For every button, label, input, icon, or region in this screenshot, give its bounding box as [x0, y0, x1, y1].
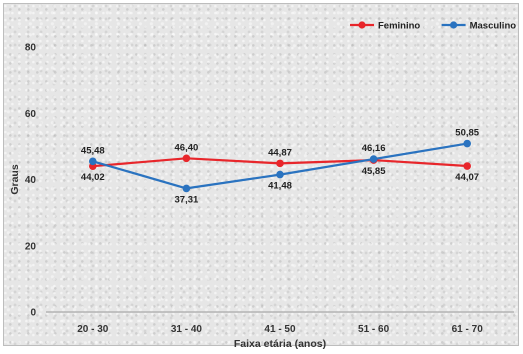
data-label-feminino: 44,87: [268, 147, 292, 158]
legend-marker-feminino: [358, 21, 366, 29]
y-tick-label: 20: [25, 241, 37, 252]
x-axis-ticks: 20 - 30 31 - 40 41 - 50 51 - 60 61 - 70: [77, 324, 483, 335]
data-label-feminino: 45,85: [362, 166, 386, 177]
data-label-feminino: 46,40: [175, 142, 199, 153]
data-label-feminino: 44,07: [455, 172, 479, 183]
x-tick-label: 41 - 50: [264, 324, 296, 335]
y-tick-label: 0: [30, 308, 36, 319]
data-point-masculino: [463, 139, 472, 148]
data-point-feminino: [463, 162, 472, 170]
data-label-masculino: 37,31: [175, 194, 199, 205]
legend: Feminino Masculino: [350, 21, 516, 32]
y-tick-label: 80: [25, 43, 37, 54]
y-tick-label: 40: [25, 175, 37, 186]
legend-label-feminino: Feminino: [378, 21, 420, 32]
chart-area: 0 20 40 60 80 20 - 30 31 - 40 41 - 50 51 - 60 61…: [3, 3, 519, 350]
y-tick-label: 60: [25, 109, 37, 120]
y-axis-ticks: 0 20 40 60 80: [25, 43, 37, 319]
data-point-masculino: [369, 155, 378, 163]
y-axis-title: Graus: [9, 164, 21, 195]
data-labels: 44,02 45,48 46,40 37,31 44,87 41,48 45,85 46,16…: [81, 128, 480, 206]
data-label-masculino: 45,48: [81, 145, 105, 156]
data-label-masculino: 50,85: [455, 128, 479, 139]
data-point-masculino: [276, 170, 284, 179]
x-tick-label: 51 - 60: [358, 324, 390, 335]
x-axis-title: Faixa etária (anos): [234, 338, 326, 350]
legend-marker-masculino: [450, 21, 458, 29]
legend-label-masculino: Masculino: [470, 21, 517, 32]
data-point-masculino: [89, 157, 97, 166]
data-label-feminino: 44,02: [81, 172, 105, 183]
data-label-masculino: 46,16: [362, 143, 386, 154]
x-tick-label: 31 - 40: [171, 324, 203, 335]
x-tick-label: 61 - 70: [452, 324, 484, 335]
data-point-feminino: [182, 154, 191, 163]
data-label-masculino: 41,48: [268, 181, 292, 192]
data-point-masculino: [182, 184, 191, 193]
line-chart: 0 20 40 60 80 20 - 30 31 - 40 41 - 50 51 - 60 61…: [9, 21, 516, 351]
series-layer: [89, 139, 472, 193]
x-tick-label: 20 - 30: [77, 324, 109, 335]
data-point-feminino: [276, 159, 284, 168]
